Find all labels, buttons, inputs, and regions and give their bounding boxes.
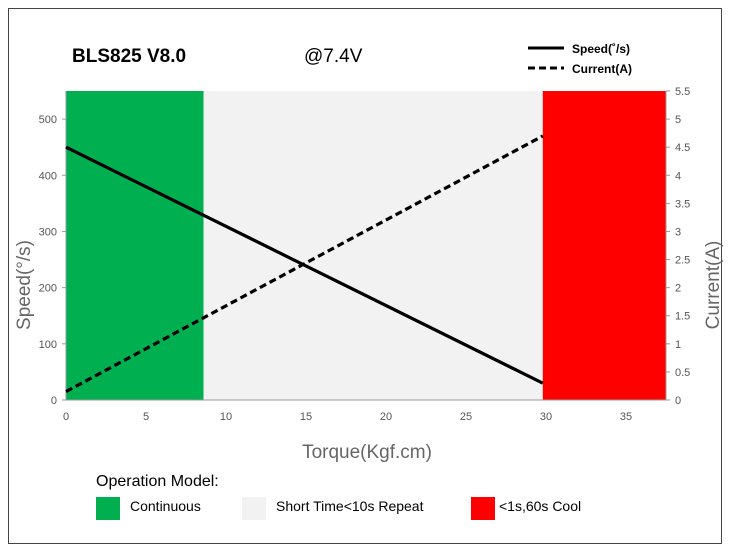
legend: Speed(˚/s) Current(A) [528, 42, 632, 76]
y-tick-label: 500 [39, 114, 57, 126]
y2-tick-label: 5.5 [675, 86, 690, 98]
y2-tick-label: 0.5 [675, 367, 690, 379]
chart-title: BLS825 V8.0 [72, 46, 186, 67]
x-tick-label: 0 [63, 411, 69, 423]
y2-tick-label: 3 [675, 226, 681, 238]
legend-speed-label: Speed(˚/s) [572, 42, 630, 56]
x-tick-label: 35 [620, 411, 632, 423]
y-tick-label: 200 [39, 283, 57, 295]
x-tick-label: 5 [143, 411, 149, 423]
legend-current-label: Current(A) [572, 62, 632, 76]
region-legend-swatch-2 [471, 497, 495, 520]
y-axis-label: Speed(°/s) [14, 240, 35, 330]
region-legend: Continuous Short Time<10s Repeat <1s,60s C… [96, 497, 581, 520]
y2-tick-label: 5 [675, 114, 681, 126]
region-legend-label-2: <1s,60s Cool [499, 498, 581, 514]
region-legend-swatch-1 [242, 497, 266, 520]
y2-tick-label: 2.5 [675, 255, 690, 267]
y2-tick-label: 1.5 [675, 311, 690, 323]
y-tick-label: 0 [51, 395, 57, 407]
y2-tick-label: 2 [675, 283, 681, 295]
x-tick-label: 10 [220, 411, 232, 423]
region-0 [66, 91, 204, 400]
region-legend-label-1: Short Time<10s Repeat [276, 498, 424, 514]
axes [62, 90, 670, 401]
x-tick-label: 30 [540, 411, 552, 423]
x-tick-label: 15 [300, 411, 312, 423]
series-line-1 [65, 134, 544, 393]
region-legend-swatch-0 [96, 497, 120, 520]
region-2 [542, 91, 666, 400]
y2-tick-label: 4 [675, 170, 681, 182]
x-tick-label: 25 [460, 411, 472, 423]
y-tick-label: 300 [39, 226, 57, 238]
operation-model-title: Operation Model: [96, 473, 219, 490]
chart-subtitle: @7.4V [304, 46, 363, 67]
x-tick-label: 20 [380, 411, 392, 423]
y2-tick-label: 0 [675, 395, 681, 407]
y-tick-label: 100 [39, 339, 57, 351]
tick-labels: 0 5 10 15 20 25 30 35010020030040050000.511.522… [39, 86, 691, 423]
region-1 [203, 91, 543, 400]
chart-frame [8, 8, 722, 544]
y2-tick-label: 3.5 [675, 198, 690, 210]
y2-axis-label: Current(A) [703, 241, 724, 330]
operation-regions [66, 91, 666, 400]
y2-tick-label: 4.5 [675, 142, 690, 154]
region-legend-label-0: Continuous [130, 498, 201, 514]
x-axis-label: Torque(Kgf.cm) [302, 442, 432, 463]
series-lines [65, 134, 544, 393]
y-tick-label: 400 [39, 170, 57, 182]
y2-tick-label: 1 [675, 339, 681, 351]
